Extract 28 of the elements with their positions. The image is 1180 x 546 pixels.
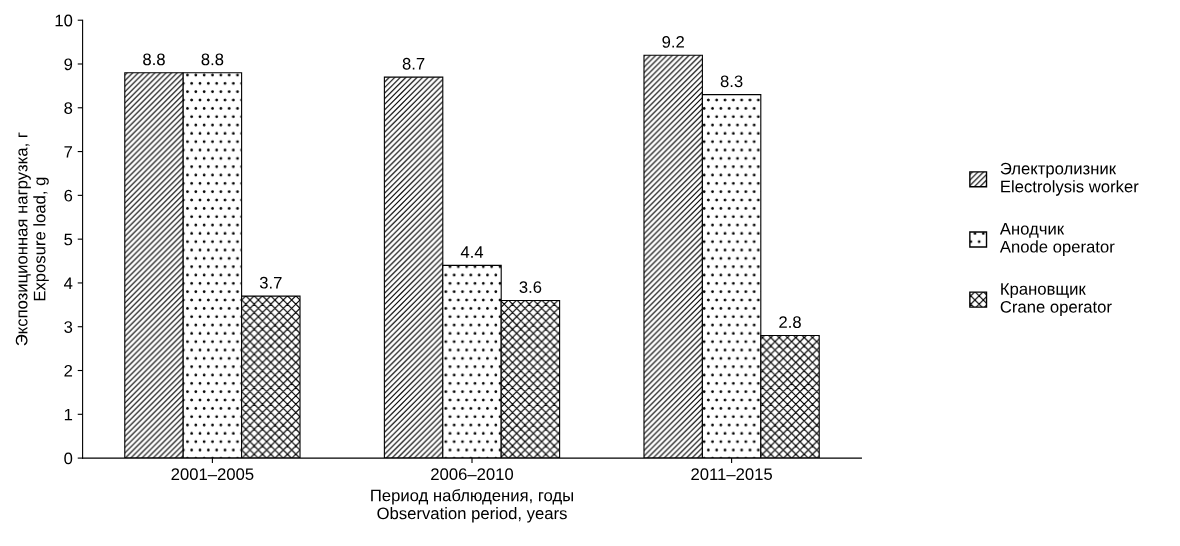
y-tick-label: 4 bbox=[63, 277, 73, 289]
data-label: 8.3 bbox=[720, 75, 743, 88]
data-label: 8.8 bbox=[201, 53, 224, 66]
x-tick-label: 2011–2015 bbox=[691, 468, 772, 481]
data-label: 9.2 bbox=[662, 35, 684, 48]
y-tick-label: 3 bbox=[64, 321, 73, 333]
data-label: 2.8 bbox=[779, 316, 801, 329]
data-label: 4.4 bbox=[460, 246, 484, 258]
data-label: 8.8 bbox=[143, 53, 165, 66]
y-tick-label: 10 bbox=[55, 14, 73, 27]
legend-label: Анодчик Anode operator bbox=[999, 223, 1115, 256]
data-label: 3.6 bbox=[519, 281, 542, 293]
y-tick-label: 2 bbox=[64, 364, 73, 377]
y-tick-label: 6 bbox=[64, 189, 73, 202]
x-axis-title: Период наблюдения, годы Observation period, years bbox=[371, 488, 573, 523]
y-axis-title: Экспозиционная нагрузка, г Exposure load, g bbox=[15, 132, 49, 346]
y-tick-label: 5 bbox=[64, 233, 73, 246]
y-tick-label: 9 bbox=[64, 58, 73, 71]
y-tick-label: 7 bbox=[64, 146, 73, 158]
data-label: 8.7 bbox=[402, 57, 425, 70]
x-tick-label: 2001–2005 bbox=[171, 468, 254, 481]
x-tick-label: 2006–2010 bbox=[431, 468, 514, 481]
y-tick-label: 8 bbox=[64, 102, 73, 114]
legend-label: Электролизник Electrolysis worker bbox=[1000, 162, 1139, 196]
y-tick-label: 1 bbox=[64, 408, 73, 421]
y-tick-label: 0 bbox=[64, 452, 73, 465]
legend-label: Крановщик Crane operator bbox=[1000, 283, 1112, 317]
data-label: 3.7 bbox=[259, 276, 282, 289]
